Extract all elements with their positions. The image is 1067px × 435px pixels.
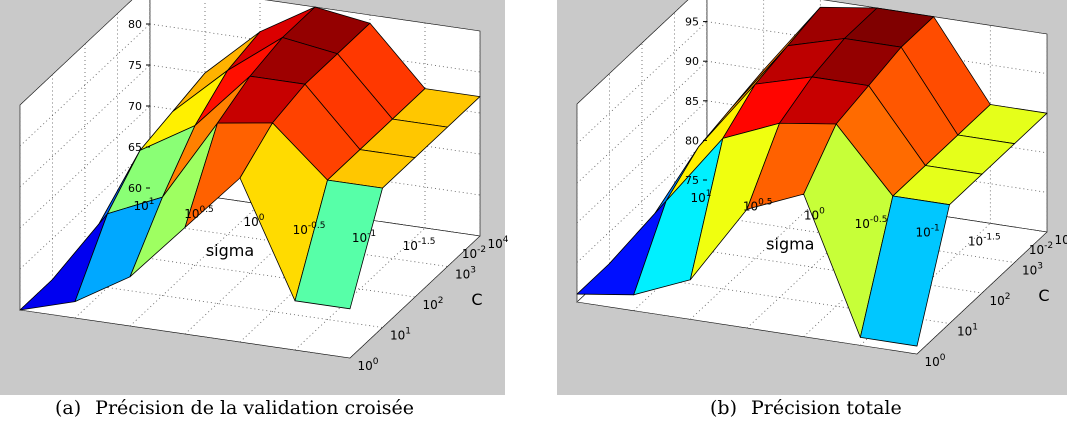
z-tick-label-b: 90 (685, 55, 699, 68)
grid-line-b (916, 231, 1048, 355)
surface-plot-a: 606570758085%101100.510010-0.510-110-1.5… (19, 0, 509, 373)
plot-panel-b: 7580859095100%101100.510010-0.510-110-1.… (557, 0, 1067, 395)
sigma-tick-label-b: 10-2 (1029, 241, 1053, 257)
grid-line-a (19, 0, 133, 106)
caption-a: (a) Précision de la validation croisée (55, 397, 414, 419)
c-axis-label-b: C (1038, 286, 1049, 305)
c-axis-label-a: C (471, 290, 482, 309)
grid-line-a (19, 64, 151, 188)
grid-line-b (576, 100, 708, 224)
grid-line-b (690, 197, 821, 320)
surface-patch-b (859, 195, 950, 347)
z-tick-label-b: 80 (685, 134, 699, 147)
c-tick-label-b: 101 (957, 323, 978, 339)
c-tick-label-a: 101 (390, 327, 411, 343)
grid-line-a (19, 105, 151, 229)
c-tick-label-a: 103 (455, 266, 476, 282)
c-tick-label-a: 104 (487, 235, 508, 251)
surface-a (19, 6, 481, 311)
grid-line-a (19, 23, 151, 147)
caption-tag-b: (b) (710, 397, 737, 419)
z-tick-label-b: 85 (685, 95, 699, 108)
c-tick-label-b: 103 (1022, 262, 1043, 278)
z-tick-label-a: 60 (128, 182, 142, 195)
sigma-tick-label-a: 10-2 (462, 245, 486, 261)
grid-line-b (576, 0, 689, 105)
c-tick-label-b: 100 (924, 353, 945, 369)
grid-line-a (294, 227, 426, 351)
c-tick-label-a: 100 (357, 357, 378, 373)
caption-b: (b) Précision totale (710, 397, 902, 419)
plot-panel-a: 606570758085%101100.510010-0.510-110-1.5… (0, 0, 509, 395)
z-tick-label-a: 70 (128, 100, 142, 113)
sigma-axis-label-b: sigma (766, 234, 814, 253)
z-tick-label-a: 65 (128, 141, 142, 154)
z-tick-label-b: 95 (685, 16, 699, 29)
z-tick-label-a: 75 (128, 59, 142, 72)
caption-tag-a: (a) (55, 397, 82, 419)
grid-line-a (349, 235, 481, 359)
surface-patch-a (294, 179, 383, 310)
grid-line-b (576, 21, 708, 144)
grid-line-b (860, 223, 991, 346)
grid-line-a (129, 203, 261, 327)
sigma-axis-label-a: sigma (206, 241, 254, 260)
c-tick-label-a: 102 (422, 296, 443, 312)
c-tick-label-b: 102 (989, 292, 1010, 308)
z-tick-label-a: 80 (128, 18, 142, 31)
grid-line-a (19, 146, 151, 270)
z-tick-label-b: 75 (685, 174, 699, 187)
grid-line-b (576, 140, 708, 263)
surface-b (576, 6, 1048, 347)
surface-plot-b: 7580859095100%101100.510010-0.510-110-1.… (576, 0, 1067, 369)
grid-line-b (576, 60, 708, 184)
c-tick-label-b: 104 (1054, 231, 1067, 247)
caption-text-a: Précision de la validation croisée (95, 397, 415, 419)
caption-text-b: Précision totale (751, 397, 902, 419)
